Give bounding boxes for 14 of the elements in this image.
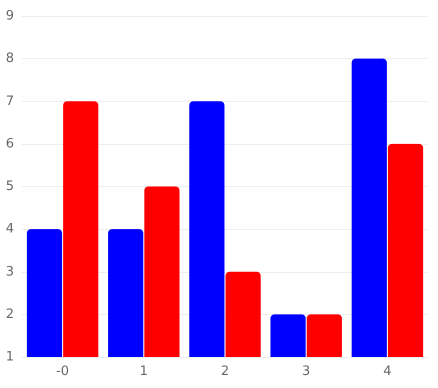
x-tick-label: 3 xyxy=(302,364,310,379)
y-tick-label: 6 xyxy=(6,136,14,152)
y-tick-label: 5 xyxy=(6,179,14,194)
x-tick-label: 2 xyxy=(220,364,230,379)
y-tick-label: 1 xyxy=(6,350,14,364)
x-tick-label: 1 xyxy=(140,364,148,379)
y-tick-label: 3 xyxy=(6,264,14,280)
y-tick-label: 9 xyxy=(6,8,14,24)
y-tick-label: 4 xyxy=(6,222,14,237)
y-tick-label: 8 xyxy=(6,51,14,66)
y-tick-label: 2 xyxy=(6,306,14,322)
x-tick-label: -0 xyxy=(56,364,70,379)
y-tick-label: 7 xyxy=(6,94,14,109)
x-tick-label: 4 xyxy=(383,364,392,379)
